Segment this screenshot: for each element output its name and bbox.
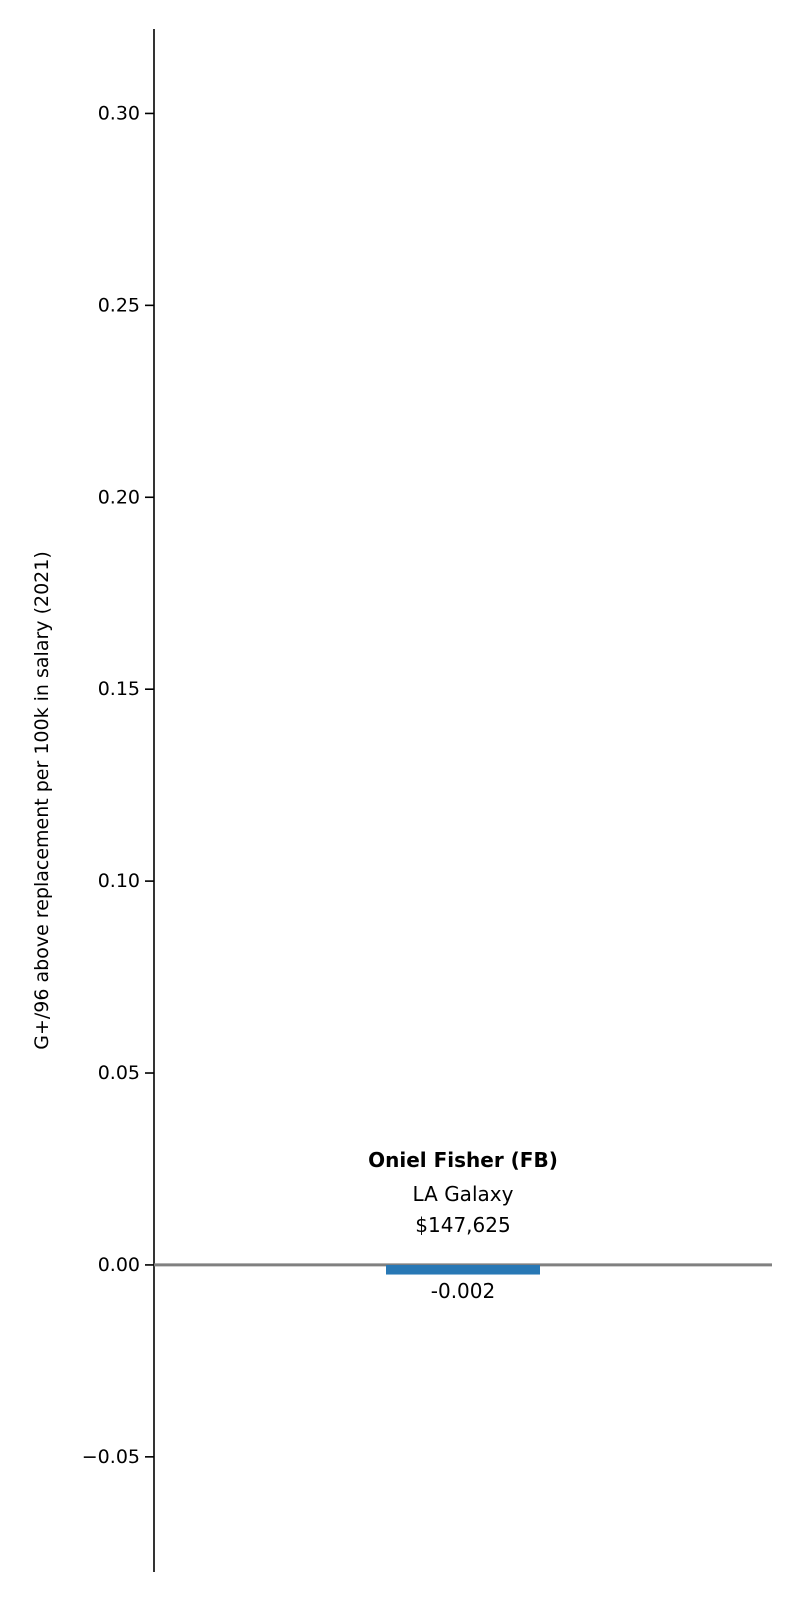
y-tick-label: 0.15 (98, 678, 140, 700)
bar-team-label: LA Galaxy (413, 1182, 514, 1206)
bar (386, 1264, 540, 1275)
bars (386, 1264, 540, 1275)
bar-salary-label: $147,625 (415, 1213, 510, 1237)
y-axis: −0.05 0.00 0.05 0.10 0.15 0.20 0.25 0.30 (82, 29, 155, 1572)
bar-labels: Oniel Fisher (FB) LA Galaxy $147,625 -0.002 (368, 1148, 558, 1303)
bar-value-label: -0.002 (431, 1279, 495, 1303)
y-tick-label: 0.25 (98, 294, 140, 316)
y-tick-label: 0.05 (98, 1062, 140, 1084)
y-tick-label: −0.05 (82, 1446, 140, 1468)
y-tick-label: 0.20 (98, 486, 140, 508)
y-tick-label: 0.30 (98, 102, 140, 124)
bar-player-label: Oniel Fisher (FB) (368, 1148, 558, 1172)
y-tick-label: 0.00 (98, 1254, 140, 1276)
y-axis-label: G+/96 above replacement per 100k in sala… (31, 551, 53, 1050)
y-tick-label: 0.10 (98, 870, 140, 892)
